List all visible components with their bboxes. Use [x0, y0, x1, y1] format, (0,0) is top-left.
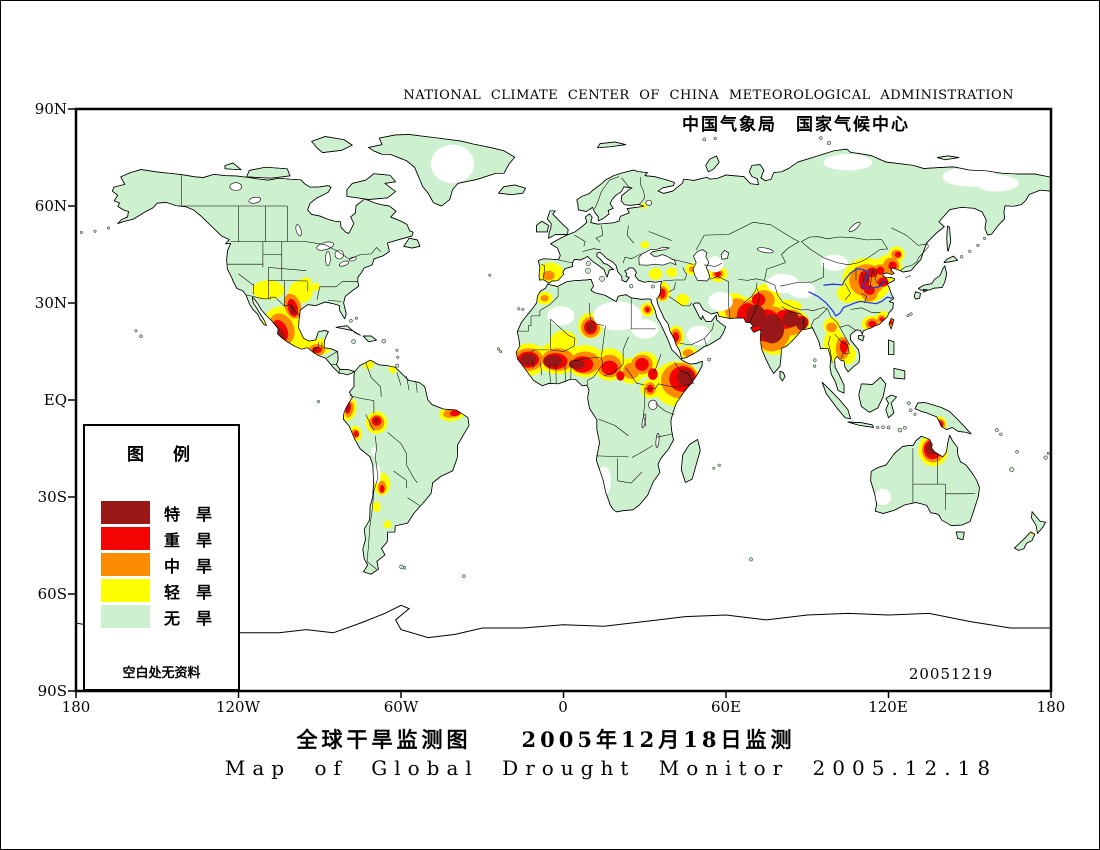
world-drought-map [68, 107, 1053, 698]
legend-label: 无 旱 [164, 608, 213, 628]
legend-swatch-none [101, 605, 150, 628]
x-axis-label-0: 0 [558, 698, 568, 716]
legend-item-extreme-drought: 特 旱 [101, 501, 238, 524]
y-axis-label-30n: 30N [34, 294, 67, 312]
legend-item-no-drought: 无 旱 [101, 605, 238, 628]
y-axis-label-30s: 30S [37, 488, 67, 506]
country-borders-layer [181, 175, 976, 570]
legend-item-severe-drought: 重 旱 [101, 527, 238, 550]
legend-swatch-extreme [101, 501, 150, 524]
legend-label: 重 旱 [164, 530, 213, 550]
legend-label: 中 旱 [164, 556, 213, 576]
x-axis-label-60e: 60E [710, 698, 742, 716]
inland-seas-layer [638, 246, 730, 282]
x-axis-label-120w: 120W [215, 698, 261, 716]
coastline-layer [111, 134, 1051, 575]
rivers-layer [808, 268, 893, 317]
legend-swatch-light [101, 579, 150, 602]
y-axis-label-60n: 60N [34, 197, 67, 215]
legend-items: 特 旱 重 旱 中 旱 轻 旱 无 旱 [101, 501, 238, 628]
legend-swatch-severe [101, 527, 150, 550]
agency-name-english: NATIONAL CLIMATE CENTER OF CHINA METEORO… [403, 88, 1014, 103]
map-frame [74, 107, 1053, 693]
y-axis-label-eq: EQ [43, 391, 67, 409]
legend-swatch-moderate [101, 553, 150, 576]
x-axis-label-180w: 180 [61, 698, 91, 716]
legend-item-moderate-drought: 中 旱 [101, 553, 238, 576]
antarctica-outline [76, 604, 1051, 691]
y-axis-label-60s: 60S [37, 585, 67, 603]
y-axis-label-90s: 90S [37, 682, 67, 700]
y-axis-label-90n: 90N [34, 100, 67, 118]
legend-no-data-note: 空白处无资料 [122, 666, 201, 681]
map-content [76, 134, 1051, 691]
legend-title: 图 例 [127, 445, 196, 465]
x-axis-label-120e: 120E [868, 698, 908, 716]
agency-name-chinese: 中国气象局 国家气候中心 [682, 115, 910, 135]
legend-label: 特 旱 [164, 504, 213, 524]
no-data-layer [371, 144, 1019, 506]
legend-item-light-drought: 轻 旱 [101, 579, 238, 602]
date-stamp: 20051219 [908, 665, 994, 683]
legend-label: 轻 旱 [164, 582, 213, 602]
x-axis-label-60w: 60W [383, 698, 419, 716]
map-legend: 图 例 特 旱 重 旱 中 旱 轻 旱 无 旱 空白处无资料 [83, 424, 240, 691]
lakes-layer [229, 182, 861, 448]
x-axis-label-180e: 180 [1036, 698, 1066, 716]
map-title-chinese: 全球干旱监测图 2005年12月18日监测 [296, 727, 796, 752]
map-title-english: Map of Global Drought Monitor 2005.12.18 [224, 756, 998, 780]
